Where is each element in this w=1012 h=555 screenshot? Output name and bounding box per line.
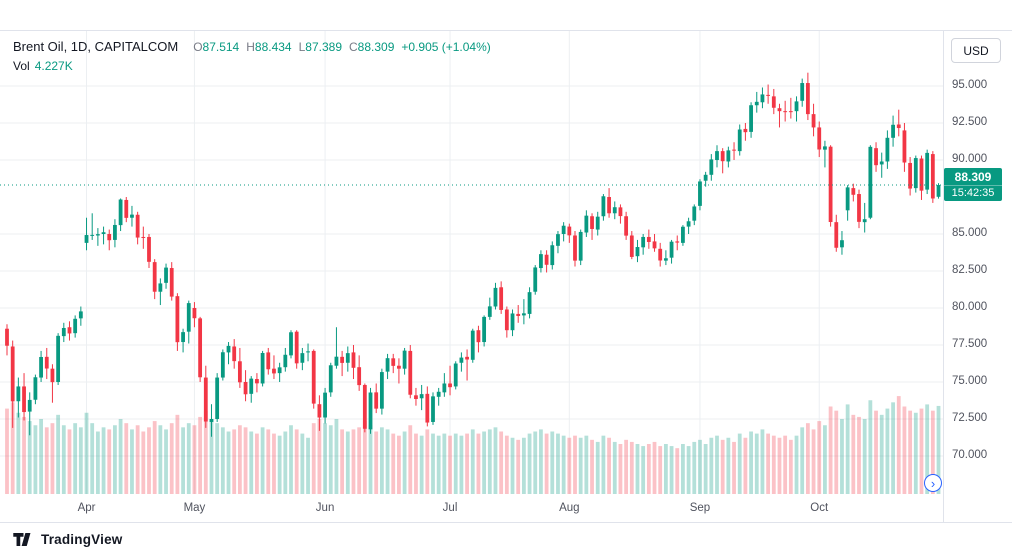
volume-label: Vol bbox=[13, 59, 30, 73]
scroll-to-recent-button[interactable]: › bbox=[924, 474, 942, 492]
legend-volume-row: Vol 4.227K bbox=[13, 59, 491, 73]
currency-usd-button[interactable]: USD bbox=[951, 38, 1001, 63]
time-axis[interactable]: Apr May Jun Jul Aug Sep Oct bbox=[0, 495, 943, 523]
symbol-title[interactable]: Brent Oil, 1D, CAPITALCOM bbox=[13, 39, 179, 54]
price-tick-label: 80.000 bbox=[952, 301, 988, 313]
time-axis-label: Jun bbox=[315, 502, 335, 514]
time-axis-label: Jul bbox=[442, 502, 458, 514]
price-tick-label: 90.000 bbox=[952, 153, 988, 165]
footer-bar: TradingView bbox=[0, 522, 1012, 555]
volume-value: 4.227K bbox=[34, 59, 73, 73]
time-axis-label: Aug bbox=[559, 502, 580, 514]
price-tick-label: 85.000 bbox=[952, 227, 988, 239]
legend-ohlc-row: Brent Oil, 1D, CAPITALCOM O87.514 H88.434 L… bbox=[13, 39, 491, 54]
low-label: L bbox=[298, 40, 306, 54]
volume-series bbox=[5, 396, 941, 494]
time-axis-label: Oct bbox=[810, 502, 829, 514]
chevron-right-icon: › bbox=[930, 475, 936, 491]
time-axis-label: May bbox=[183, 502, 206, 514]
chart-legend: Brent Oil, 1D, CAPITALCOM O87.514 H88.434 L… bbox=[13, 39, 491, 73]
price-tick-label: 70.000 bbox=[952, 449, 988, 461]
price-tick-label: 95.000 bbox=[952, 79, 988, 91]
price-axis[interactable]: USD 95.000 92.500 90.000 85.000 82.500 80.000… bbox=[943, 31, 1012, 523]
time-axis-label: Apr bbox=[77, 502, 96, 514]
tradingview-logo-icon[interactable] bbox=[13, 532, 34, 546]
chart-area: Brent Oil, 1D, CAPITALCOM O87.514 H88.434 L… bbox=[0, 30, 1012, 523]
high-value: 88.434 bbox=[254, 40, 292, 54]
price-tick-label: 75.000 bbox=[952, 375, 988, 387]
last-price-badge: 88.309 15:42:35 bbox=[944, 168, 1002, 202]
grid-layer bbox=[0, 31, 943, 494]
candlestick-series bbox=[5, 72, 941, 437]
price-chart-plot[interactable] bbox=[0, 31, 943, 523]
high-label: H bbox=[246, 40, 255, 54]
price-tick-label: 77.500 bbox=[952, 338, 988, 350]
time-axis-label: Sep bbox=[689, 502, 711, 514]
last-price-label: 88.309 bbox=[944, 168, 1002, 186]
close-label: C bbox=[349, 40, 358, 54]
tradingview-brand-text[interactable]: TradingView bbox=[41, 531, 123, 547]
price-tick-label: 82.500 bbox=[952, 264, 988, 276]
low-value: 87.389 bbox=[305, 40, 342, 54]
price-tick-label: 92.500 bbox=[952, 116, 988, 128]
open-label: O bbox=[193, 40, 203, 54]
price-tick-label: 72.500 bbox=[952, 412, 988, 424]
open-value: 87.514 bbox=[202, 40, 240, 54]
change-value: +0.905 (+1.04%) bbox=[401, 40, 491, 54]
bar-close-countdown: 15:42:35 bbox=[944, 185, 1002, 202]
close-value: 88.309 bbox=[357, 40, 395, 54]
